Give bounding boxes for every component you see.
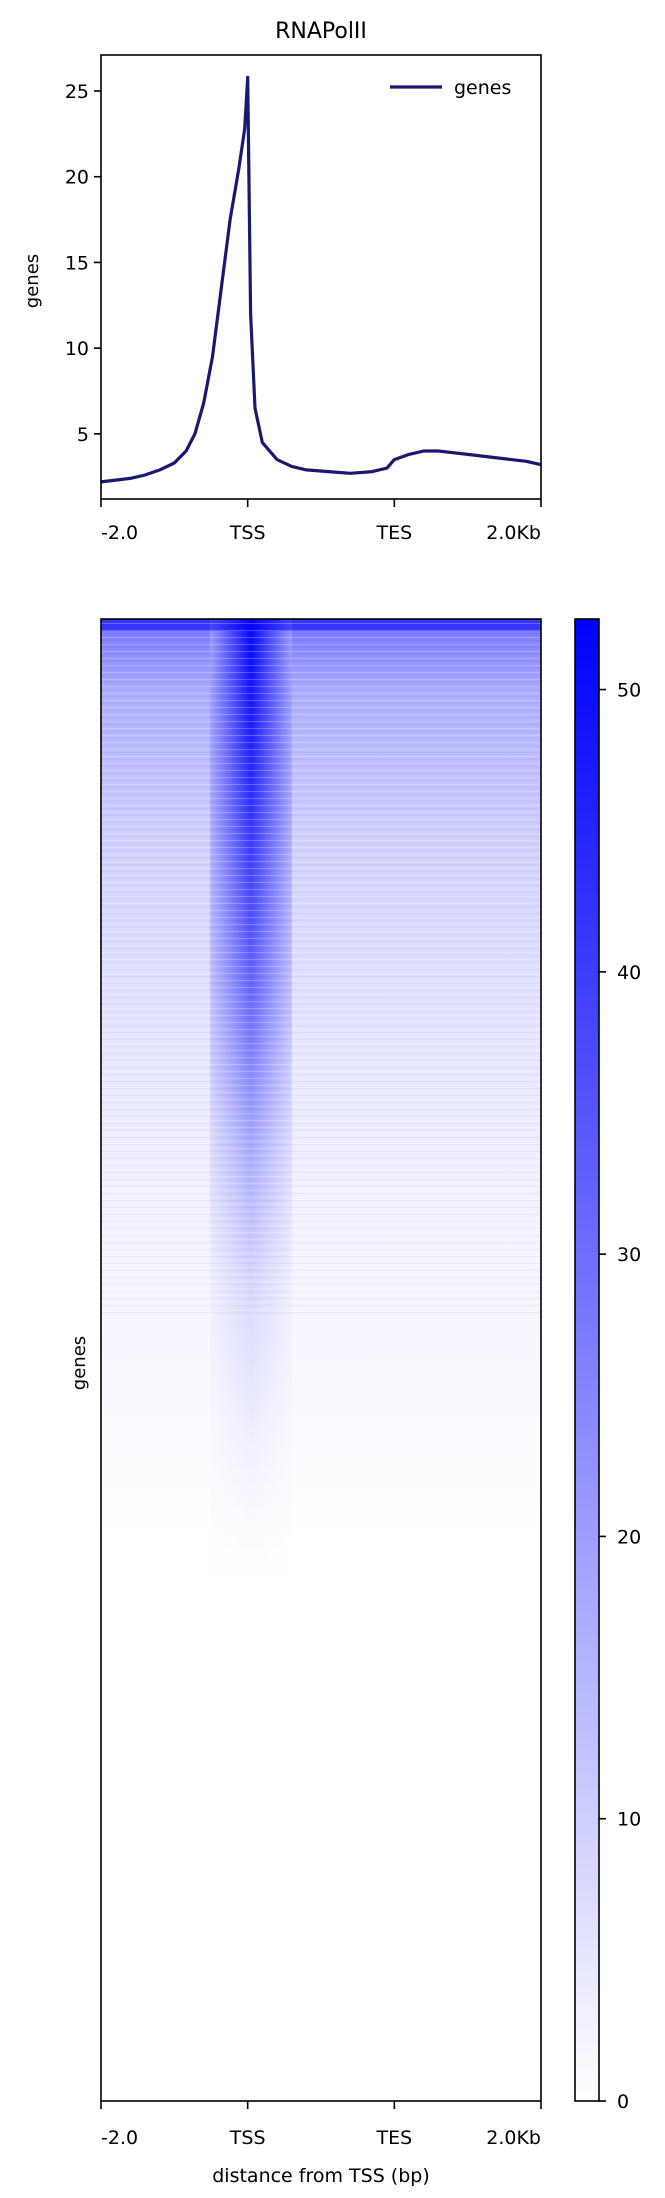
profile-title: RNAPolII <box>275 19 367 44</box>
heatmap-plot: genes -2.0 TSS TES 2.0Kb distance from TSS … <box>69 618 542 2187</box>
heatmap-frame <box>100 618 542 2102</box>
heatmap-x-axis-label: distance from TSS (bp) <box>212 2165 430 2187</box>
colorbar-tick-label: 10 <box>617 1809 641 1831</box>
profile-y-tick-label: 5 <box>77 424 89 446</box>
profile-y-tick-label: 25 <box>65 81 89 103</box>
colorbar-tick-label: 20 <box>617 1526 641 1548</box>
profile-plot-frame <box>100 54 542 500</box>
heatmap-body <box>101 619 541 2101</box>
profile-y-tick-label: 15 <box>65 252 89 274</box>
heatmap-y-axis-label: genes <box>69 1336 90 1390</box>
legend-label-genes: genes <box>454 77 511 99</box>
colorbar-gradient <box>574 618 600 2102</box>
heatmap-x-tick-label: TSS <box>229 2127 266 2149</box>
profile-x-tick-label: TES <box>375 522 412 544</box>
profile-y-axis-label: genes <box>22 254 43 308</box>
heatmap-x-tick-label: -2.0 <box>101 2127 138 2149</box>
profile-x-tick-label: 2.0Kb <box>486 522 541 544</box>
heatmap-x-tick-label: 2.0Kb <box>486 2127 541 2149</box>
colorbar-tick-label: 0 <box>617 2091 629 2113</box>
profile-y-ticks: 5 10 15 20 25 <box>65 81 101 446</box>
heatmap-x-tick-label: TES <box>375 2127 412 2149</box>
profile-plot: RNAPolII genes 5 10 15 20 25 -2.0 TSS TES 2.0Kb… <box>22 19 542 544</box>
profile-y-tick-label: 10 <box>65 338 89 360</box>
colorbar-tick-label: 30 <box>617 1244 641 1266</box>
profile-x-tick-label: TSS <box>229 522 266 544</box>
heatmap-x-ticks: -2.0 TSS TES 2.0Kb <box>100 2101 542 2149</box>
profile-x-ticks: -2.0 TSS TES 2.0Kb <box>100 499 542 544</box>
colorbar: 0 10 20 30 40 50 <box>574 618 641 2113</box>
profile-x-tick-label: -2.0 <box>101 522 138 544</box>
profile-legend: genes <box>390 77 511 99</box>
profile-y-tick-label: 20 <box>65 167 89 189</box>
profile-line-genes <box>100 75 542 484</box>
colorbar-tick-label: 50 <box>617 680 641 702</box>
colorbar-tick-label: 40 <box>617 962 641 984</box>
colorbar-ticks: 0 10 20 30 40 50 <box>599 680 641 2113</box>
